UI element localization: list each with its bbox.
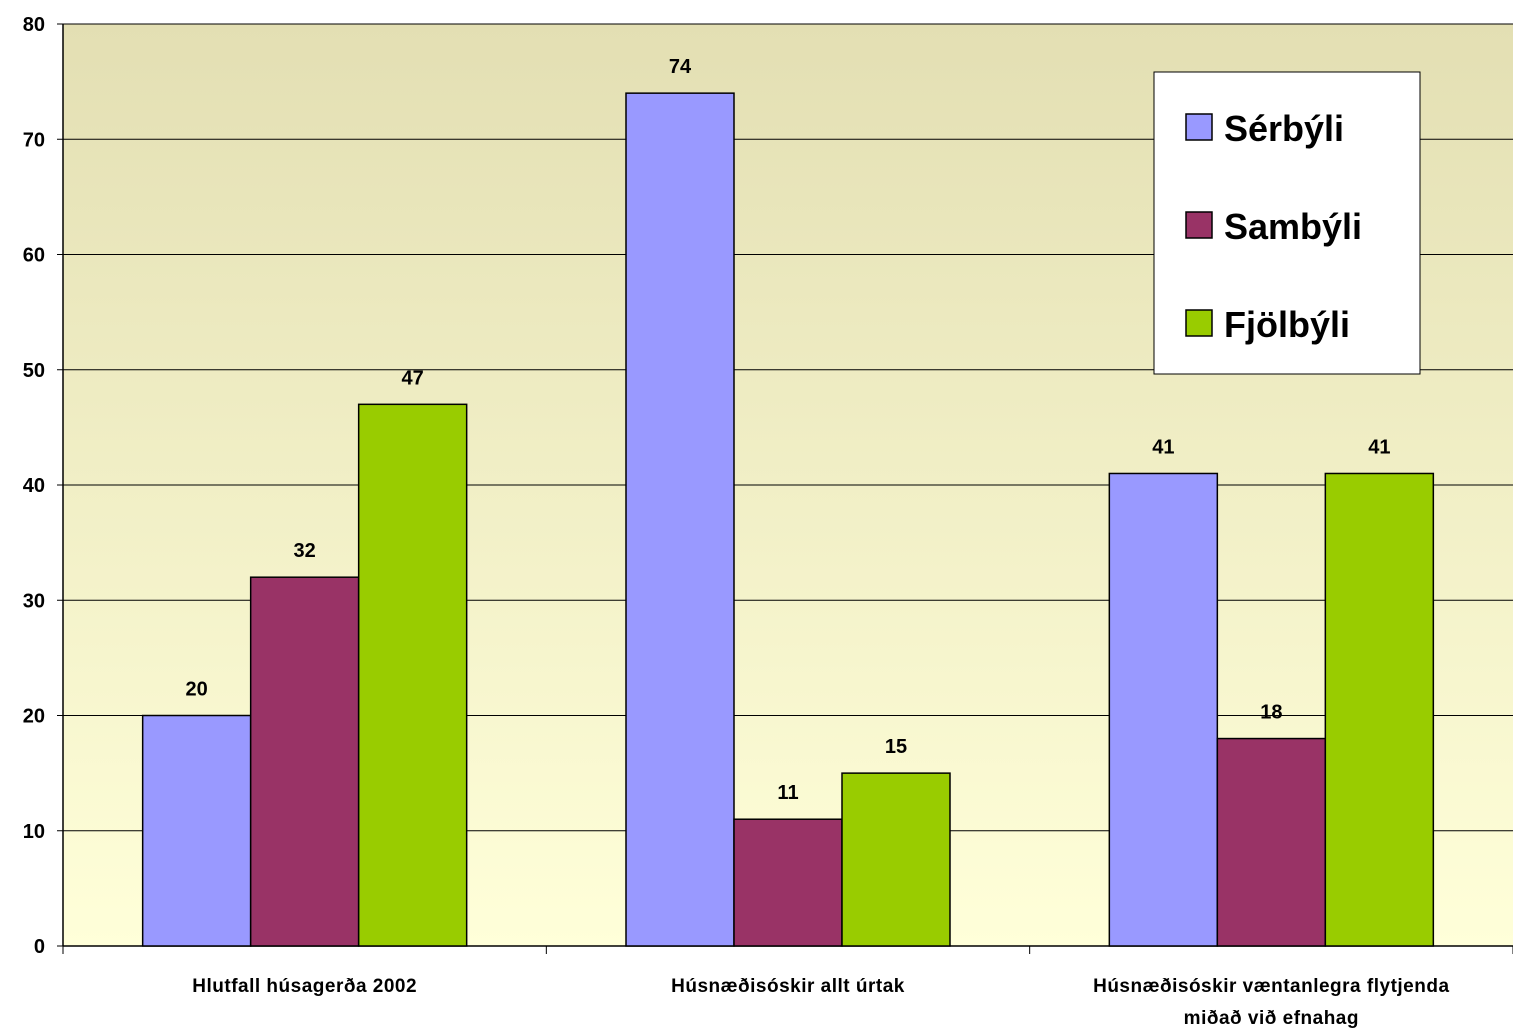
legend-swatch: [1185, 309, 1213, 337]
data-label: 11: [777, 782, 798, 804]
bar: [249, 576, 360, 947]
y-axis: 0 10 20 30 40 50 60 70 80: [23, 14, 64, 958]
y-tick-label: 80: [23, 14, 45, 36]
x-category-label: Húsnæðisóskir væntanlegra flytjenda miðað…: [1093, 976, 1449, 1029]
legend-swatch: [1185, 113, 1213, 141]
data-label: 74: [669, 56, 692, 78]
bar: [141, 714, 252, 947]
bar: [733, 818, 843, 947]
y-tick-label: 70: [23, 129, 45, 151]
y-tick-label: 20: [23, 706, 45, 728]
y-tick-label: 0: [34, 936, 45, 958]
y-tick-label: 40: [23, 475, 45, 497]
bar: [1108, 472, 1219, 947]
legend-label: Sérbýli: [1224, 108, 1344, 149]
x-category-label: Húsnæðisóskir allt úrtak: [671, 976, 905, 997]
y-tick-label: 10: [23, 821, 45, 843]
bar: [1324, 472, 1435, 947]
y-tick-label: 30: [23, 590, 45, 612]
bar: [625, 92, 735, 947]
legend: Sérbýli Sambýli Fjölbýli: [1153, 71, 1421, 375]
x-axis: Hlutfall húsagerða 2002 Húsnæðisóskir all…: [62, 945, 1513, 1029]
data-label: 47: [402, 367, 424, 389]
data-label: 41: [1368, 436, 1390, 458]
data-label: 18: [1260, 702, 1282, 724]
data-label: 41: [1152, 436, 1174, 458]
bar: [841, 772, 951, 947]
legend-swatch: [1185, 211, 1213, 239]
y-tick-label: 60: [23, 245, 45, 267]
data-label: 20: [186, 679, 208, 701]
y-tick-label: 50: [23, 360, 45, 382]
data-label: 15: [885, 736, 907, 758]
bar: [357, 403, 468, 947]
legend-label: Sambýli: [1224, 206, 1362, 247]
legend-label: Fjölbýli: [1224, 304, 1350, 345]
bars: [141, 92, 1435, 947]
bar: [1216, 737, 1327, 947]
data-label: 32: [294, 540, 316, 562]
x-category-label: Hlutfall húsagerða 2002: [192, 976, 417, 997]
data-labels: 20 32 47 74 11 15 41 18 41: [186, 56, 1391, 804]
